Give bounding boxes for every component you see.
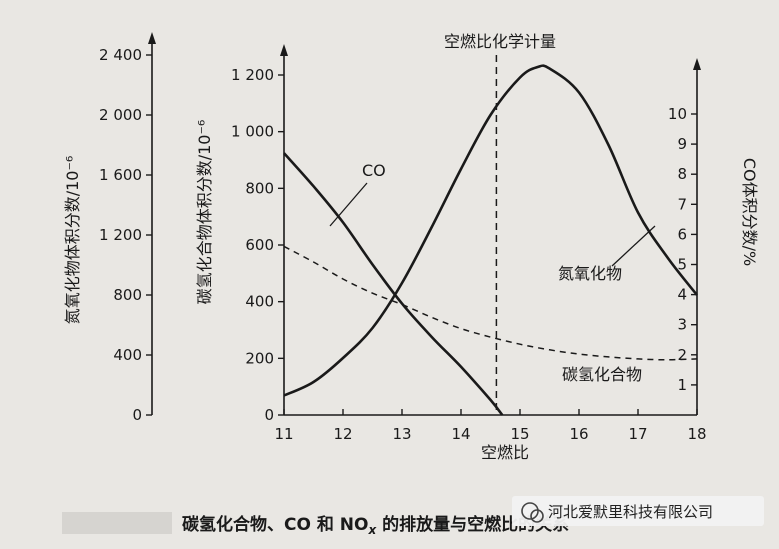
stoichiometric-label: 空燃比化学计量 <box>444 32 556 51</box>
figure-caption: 碳氢化合物、CO 和 NOx 的排放量与空燃比的关系 <box>62 512 569 537</box>
watermark-box <box>512 496 764 526</box>
caption-subscript: x <box>367 523 377 537</box>
curves-layer <box>283 55 699 416</box>
nox-tick-label: 800 <box>113 286 142 304</box>
nox-tick-label: 2 000 <box>99 106 142 124</box>
nox-tick-label: 1 200 <box>99 226 142 244</box>
watermark-text: 河北爱默里科技有限公司 <box>548 503 713 521</box>
co-curve-label: CO <box>362 161 386 180</box>
x-tick-label: 16 <box>569 425 588 443</box>
co-tick-label: 2 <box>677 346 687 364</box>
blurred-region <box>62 512 172 534</box>
nox-tick-label: 400 <box>113 346 142 364</box>
x-tick-label: 12 <box>333 425 352 443</box>
co-tick-label: 5 <box>677 256 687 274</box>
svg-text:碳氢化合物、CO 和 NOx 的排放量与空燃比的关系: 碳氢化合物、CO 和 NOx 的排放量与空燃比的关系 <box>182 514 569 537</box>
hc-tick-label: 200 <box>245 349 274 367</box>
hc-tick-label: 0 <box>264 406 274 424</box>
co-tick-label: 6 <box>677 225 687 243</box>
nox-axis-title: 氮氧化物体积分数/10⁻⁶ <box>63 156 82 325</box>
co-tick-label: 9 <box>677 135 687 153</box>
x-tick-label: 18 <box>687 425 706 443</box>
hc-tick-label: 400 <box>245 293 274 311</box>
co-curve <box>283 152 504 416</box>
co-tick-label: 1 <box>677 376 687 394</box>
x-tick-label: 13 <box>392 425 411 443</box>
nox-curve-label: 氮氧化物 <box>558 264 622 283</box>
nox-curve <box>283 64 699 397</box>
hc-axis-arrow <box>280 44 288 56</box>
co-tick-label: 4 <box>677 286 687 304</box>
co-leader-line <box>329 182 368 227</box>
nox-tick-label: 2 400 <box>99 46 142 64</box>
nox-leader-line <box>611 225 656 267</box>
co-axis-arrow <box>693 58 701 70</box>
co-tick-label: 3 <box>677 316 687 334</box>
watermark: 河北爱默里科技有限公司 <box>512 496 764 526</box>
x-tick-label: 11 <box>274 425 293 443</box>
x-axis-title: 空燃比 <box>481 443 529 462</box>
caption-prefix: 碳氢化合物、CO 和 NO <box>182 514 368 535</box>
co-tick-label: 7 <box>677 195 687 213</box>
hc-axis-title: 碳氢化合物体积分数/10⁻⁶ <box>195 120 214 305</box>
axes-layer: 0 400 800 1 200 1 600 2 000 2 400 0 200 400 600 800… <box>99 32 707 443</box>
nox-tick-label: 0 <box>132 406 142 424</box>
hc-tick-label: 600 <box>245 236 274 254</box>
nox-axis-arrow <box>148 32 156 44</box>
hc-curve <box>283 245 698 361</box>
co-tick-label: 10 <box>668 105 687 123</box>
x-tick-label: 15 <box>510 425 529 443</box>
labels-layer: 空燃比化学计量 CO 氮氧化物 碳氢化合物 空燃比 氮氧化物体积分数/10⁻⁶ … <box>63 32 759 462</box>
co-axis-title: CO体积分数/% <box>740 158 759 266</box>
nox-tick-label: 1 600 <box>99 166 142 184</box>
wechat-icon <box>521 502 544 523</box>
hc-tick-label: 1 000 <box>231 123 274 141</box>
x-tick-label: 14 <box>451 425 470 443</box>
hc-tick-label: 1 200 <box>231 66 274 84</box>
co-tick-label: 8 <box>677 165 687 183</box>
x-tick-label: 17 <box>628 425 647 443</box>
hc-tick-label: 800 <box>245 179 274 197</box>
hc-curve-label: 碳氢化合物 <box>562 365 642 384</box>
